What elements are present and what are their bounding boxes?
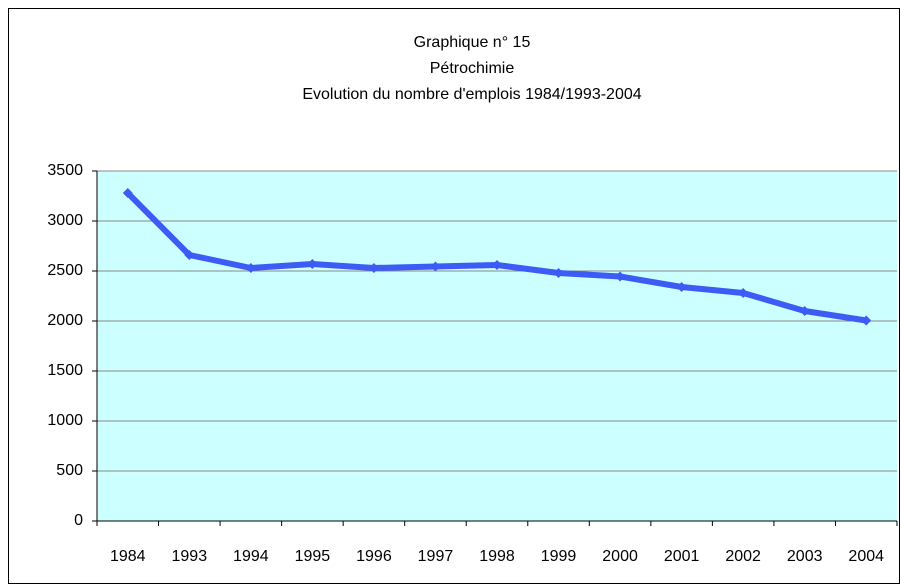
marker — [738, 288, 749, 298]
marker — [122, 188, 133, 198]
marker — [368, 263, 379, 273]
marker — [553, 268, 564, 278]
x-tick-label: 1993 — [172, 548, 208, 565]
y-tick-label: 3000 — [47, 212, 83, 229]
marker — [245, 263, 256, 273]
x-tick-label: 2000 — [602, 548, 638, 565]
chart-title: Graphique n° 15 — [414, 34, 531, 51]
y-tick-label: 3500 — [47, 162, 83, 179]
chart-title: Pétrochimie — [430, 60, 515, 77]
y-tick-label: 2500 — [47, 262, 83, 279]
x-tick-label: 1996 — [356, 548, 392, 565]
marker — [615, 271, 626, 282]
marker — [861, 315, 872, 326]
marker — [430, 261, 441, 272]
x-tick-label: 1994 — [233, 548, 269, 565]
y-tick-label: 1000 — [47, 412, 83, 429]
marker — [307, 259, 318, 269]
chart-title: Evolution du nombre d'emplois 1984/1993-… — [302, 86, 641, 103]
y-tick-label: 2000 — [47, 312, 83, 329]
marker — [676, 282, 687, 292]
y-tick-label: 0 — [74, 512, 83, 529]
x-tick-label: 1999 — [541, 548, 577, 565]
x-tick-label: 1998 — [479, 548, 515, 565]
x-tick-label: 2004 — [848, 548, 884, 565]
x-tick-label: 1984 — [110, 548, 146, 565]
marker — [492, 260, 502, 270]
marker — [799, 306, 810, 316]
y-tick-label: 1500 — [47, 362, 83, 379]
x-tick-label: 1995 — [295, 548, 331, 565]
y-tick-label: 500 — [56, 462, 83, 479]
marker — [184, 250, 195, 260]
x-tick-label: 1997 — [418, 548, 454, 565]
x-tick-label: 2003 — [787, 548, 823, 565]
x-tick-label: 2001 — [664, 548, 700, 565]
x-tick-label: 2002 — [725, 548, 761, 565]
plot-area — [97, 171, 897, 521]
